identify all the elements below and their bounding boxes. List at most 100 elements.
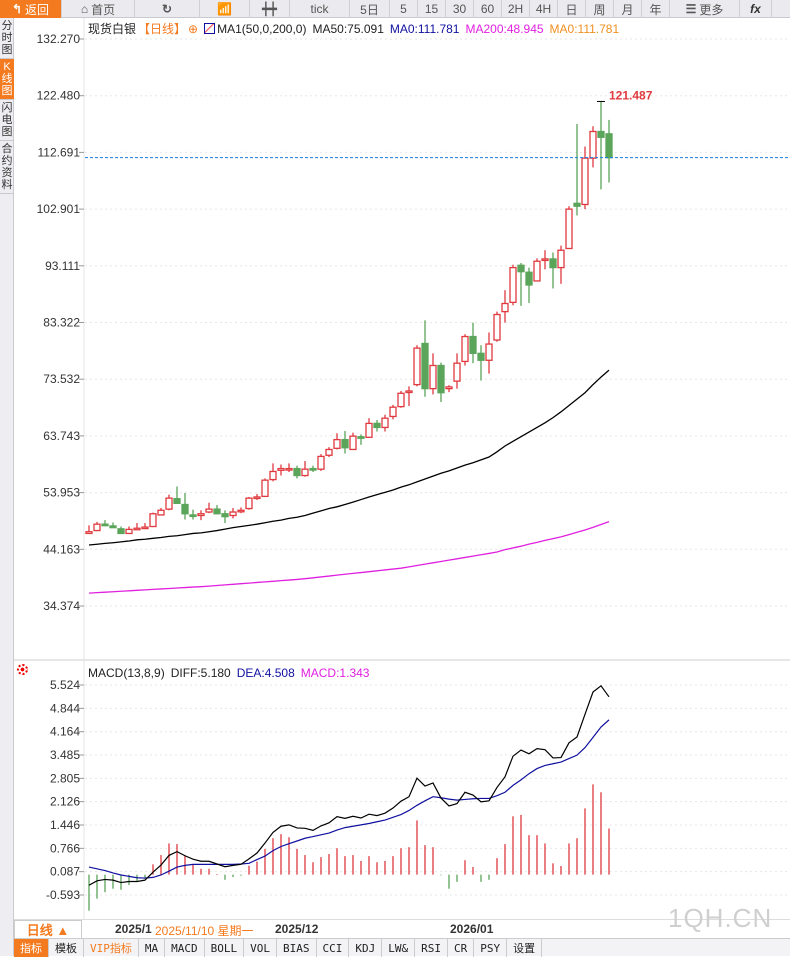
toolbar-button-15[interactable]: 15 <box>418 0 446 18</box>
candle-body <box>277 467 285 471</box>
diff-line <box>88 684 610 886</box>
toolbar-button-fx[interactable]: fx <box>740 0 772 18</box>
candle-body <box>597 130 605 138</box>
candle-body <box>101 523 109 527</box>
candle-body <box>117 528 125 535</box>
candle-body <box>85 531 93 535</box>
candle-body <box>541 258 549 262</box>
candle-body <box>141 526 149 530</box>
macd-settings-icon[interactable] <box>17 664 28 675</box>
toolbar-button--[interactable]: 年 <box>642 0 670 18</box>
candle-body <box>149 513 157 528</box>
toolbar-button-5[interactable]: 5 <box>390 0 418 18</box>
tab-kline[interactable]: K线图 <box>0 59 14 100</box>
toolbar-label: fx <box>750 2 761 16</box>
toolbar-button--[interactable]: ☰ 更多 <box>670 0 740 18</box>
toolbar-label: 首页 <box>91 2 116 17</box>
indicator-tab[interactable]: 设置 <box>507 939 543 957</box>
candle-body <box>509 266 517 304</box>
y-tick-label: 44.163 <box>43 542 80 556</box>
candlestick-icon: ┿┿ <box>262 2 277 16</box>
indicator-tab[interactable]: 指标 <box>14 939 49 957</box>
candle-body <box>429 364 437 390</box>
indicator-tab[interactable]: MA <box>139 939 166 957</box>
candle-body <box>269 470 277 481</box>
toolbar-button-30[interactable]: 30 <box>446 0 474 18</box>
ma0-value: MA0:111.781 <box>389 21 460 36</box>
candle-body <box>461 335 469 363</box>
indicator-tab[interactable]: MACD <box>165 939 205 957</box>
toolbar-button--[interactable]: 周 <box>586 0 614 18</box>
indicator-tab[interactable]: KDJ <box>349 939 383 957</box>
macd-y-tick-label: 4.164 <box>50 725 80 739</box>
toolbar-button-bar-chart-icon[interactable]: 📶 <box>200 0 250 18</box>
toolbar-button--[interactable]: ⌂ 首页 <box>62 0 135 18</box>
toolbar-button-candlestick-icon[interactable]: ┿┿ <box>250 0 290 18</box>
candle-body <box>381 417 389 429</box>
macd-y-tick-label: 2.126 <box>50 795 80 809</box>
period-label: 【日线】 <box>138 22 187 36</box>
macd-legend: MACD(13,8,9) DIFF:5.180 DEA:4.508 MACD:1… <box>88 666 369 680</box>
candle-body <box>349 435 357 451</box>
candle-body <box>525 271 533 286</box>
period-selector[interactable]: 日线 ▲ <box>14 920 82 939</box>
toolbar-button-2h[interactable]: 2H <box>502 0 530 18</box>
toolbar-button--[interactable]: 月 <box>614 0 642 18</box>
indicator-tab[interactable]: VOL <box>244 939 277 957</box>
candle-body <box>405 390 413 394</box>
toolbar-button-tick[interactable]: tick <box>290 0 350 18</box>
candle-body <box>325 448 333 456</box>
candle-body <box>373 422 381 429</box>
y-tick-label: 73.532 <box>43 372 80 386</box>
candle-body <box>421 342 429 390</box>
indicator-tabs: 指标 模板 VIP指标 MA MACD BOLL VOL BIAS CCI KDJ LW& RSI CR… <box>14 938 790 957</box>
candle-body <box>397 392 405 408</box>
ma200-value: MA200:48.945 <box>465 21 544 36</box>
indicator-tab[interactable]: CCI <box>317 939 350 957</box>
y-tick-label: 83.322 <box>43 316 80 330</box>
indicator-tab[interactable]: PSY <box>474 939 508 957</box>
date-label: 2025/1 <box>115 922 152 936</box>
candle-body <box>317 455 325 470</box>
toolbar-label: 5日 <box>360 2 379 17</box>
candle-body <box>285 467 293 471</box>
toolbar-label: 5 <box>400 2 407 16</box>
cursor-date-label: 2025/11/10 星期一 <box>155 924 254 938</box>
candle-body <box>565 208 573 250</box>
main-chart-legend: 现货白银 【日线】 ⊕ MA1(50,0,200,0) MA50:75.091 … <box>88 20 619 37</box>
candle-body <box>237 509 245 513</box>
tab-timeshare[interactable]: 分时图 <box>0 18 14 59</box>
toolbar-button--[interactable]: ↰ 返回 <box>0 0 62 18</box>
tab-flash-chart[interactable]: 闪电图 <box>0 100 14 141</box>
macd-y-tick-label: 2.805 <box>50 771 80 785</box>
candle-body <box>309 467 317 471</box>
indicator-tab[interactable]: LW& <box>382 939 416 957</box>
candle-body <box>445 386 453 390</box>
add-indicator-icon[interactable]: ⊕ <box>188 21 199 36</box>
toolbar-button-5-[interactable]: 5日 <box>350 0 390 18</box>
toolbar-label: 年 <box>649 2 662 17</box>
candle-body <box>581 157 589 206</box>
candle-body <box>333 438 341 449</box>
candle-body <box>453 362 461 382</box>
left-view-tabs: 分时图 K线图 闪电图 合约资料 <box>0 18 14 956</box>
y-tick-label: 112.691 <box>38 145 81 159</box>
toolbar-button--[interactable]: 日 <box>558 0 586 18</box>
indicator-tab[interactable]: RSI <box>415 939 448 957</box>
indicator-tab[interactable]: CR <box>448 939 475 957</box>
ma50-value: MA50:75.091 <box>312 21 384 36</box>
tab-contract-info[interactable]: 合约资料 <box>0 141 14 194</box>
toolbar-button-4h[interactable]: 4H <box>530 0 558 18</box>
indicator-tab[interactable]: 模板 <box>49 939 84 957</box>
indicator-tab[interactable]: BOLL <box>205 939 245 957</box>
indicator-settings-icon[interactable] <box>204 23 216 34</box>
toolbar-button-refresh-icon[interactable]: ↻ <box>135 0 200 18</box>
toolbar-button-60[interactable]: 60 <box>474 0 502 18</box>
candle-body <box>341 438 349 449</box>
indicator-tab[interactable]: BIAS <box>277 939 317 957</box>
candle-body <box>557 249 565 269</box>
candle-body <box>93 523 101 532</box>
indicator-tab[interactable]: VIP指标 <box>84 939 139 957</box>
candle-body <box>125 528 133 535</box>
